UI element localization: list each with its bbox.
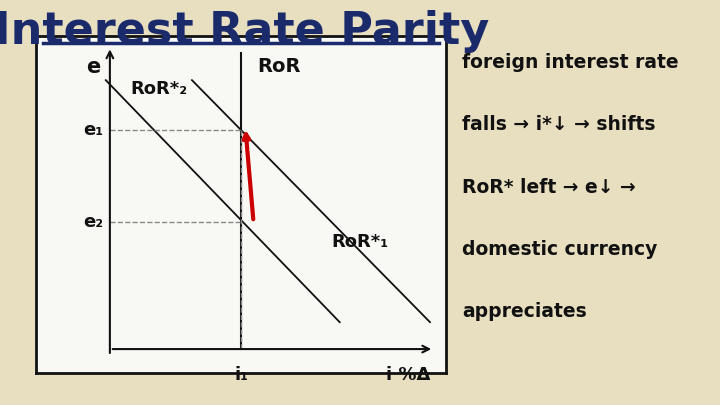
Text: e: e [86,57,101,77]
Text: i %Δ: i %Δ [386,366,430,384]
Text: i₁: i₁ [234,366,248,384]
Text: e₂: e₂ [84,213,104,231]
Text: domestic currency: domestic currency [462,240,658,259]
Text: falls → i*↓ → shifts: falls → i*↓ → shifts [462,115,656,134]
Text: foreign interest rate: foreign interest rate [462,53,679,72]
Text: RoR* left → e↓ →: RoR* left → e↓ → [462,178,636,197]
Text: RoR*₁: RoR*₁ [331,233,389,251]
Text: e₁: e₁ [84,121,104,139]
Text: RoR: RoR [258,57,301,76]
Text: RoR*₂: RoR*₂ [130,80,187,98]
Text: Interest Rate Parity: Interest Rate Parity [0,10,489,53]
Text: appreciates: appreciates [462,302,587,321]
